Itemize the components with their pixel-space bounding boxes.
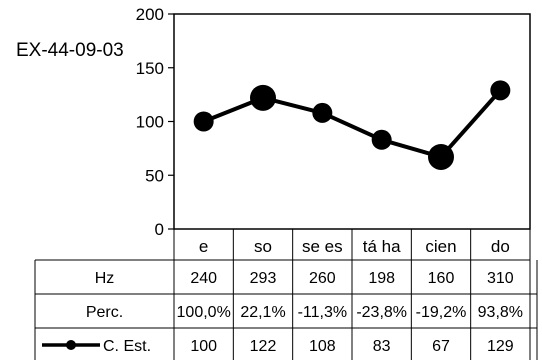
- x-tick-label-3: tá ha: [363, 237, 401, 256]
- y-tick-label-150: 150: [136, 59, 164, 78]
- table-cell-1-1: 22,1%: [240, 304, 285, 321]
- data-point-2: [312, 102, 333, 123]
- table-cell-2-4: 67: [432, 338, 450, 355]
- data-point-1: [250, 84, 276, 111]
- data-point-3: [371, 129, 392, 150]
- table-cell-0-5: 310: [487, 270, 514, 287]
- table-cell-1-5: 93,8%: [478, 304, 523, 321]
- x-tick-label-0: e: [199, 237, 208, 256]
- table-cell-1-0: 100,0%: [177, 304, 231, 321]
- y-tick-label-0: 0: [155, 220, 164, 239]
- y-tick-label-100: 100: [136, 113, 164, 132]
- y-tick-label-50: 50: [145, 166, 164, 185]
- table-row-label-1: Perc.: [86, 304, 123, 321]
- table-cell-0-0: 240: [190, 270, 217, 287]
- x-tick-label-2: se es: [302, 237, 343, 256]
- chart-id-label: EX-44-09-03: [16, 40, 124, 61]
- table-row-label-0: Hz: [95, 270, 115, 287]
- table-row-label-2: C. Est.: [103, 338, 151, 355]
- y-tick-label-200: 200: [136, 5, 164, 24]
- data-point-5: [490, 80, 511, 101]
- table-cell-0-1: 293: [250, 270, 277, 287]
- table-cell-2-1: 122: [250, 338, 277, 355]
- x-tick-label-1: so: [254, 237, 272, 256]
- table-cell-0-4: 160: [428, 270, 455, 287]
- data-point-4: [428, 143, 454, 170]
- plot-frame: [173, 13, 531, 230]
- data-point-0: [193, 111, 214, 132]
- table-cell-0-2: 260: [309, 270, 336, 287]
- table-cell-1-2: -11,3%: [298, 304, 348, 321]
- table-cell-2-0: 100: [190, 338, 217, 355]
- table-cell-2-2: 108: [309, 338, 336, 355]
- table-cell-0-3: 198: [368, 270, 395, 287]
- legend-marker-swatch: [66, 340, 76, 350]
- table-cell-2-5: 129: [487, 338, 514, 355]
- x-tick-label-5: do: [491, 237, 510, 256]
- table-cell-2-3: 83: [373, 338, 391, 355]
- table-cell-1-3: -23,8%: [356, 304, 407, 321]
- table-cell-1-4: -19,2%: [416, 304, 467, 321]
- x-tick-label-4: cien: [425, 237, 456, 256]
